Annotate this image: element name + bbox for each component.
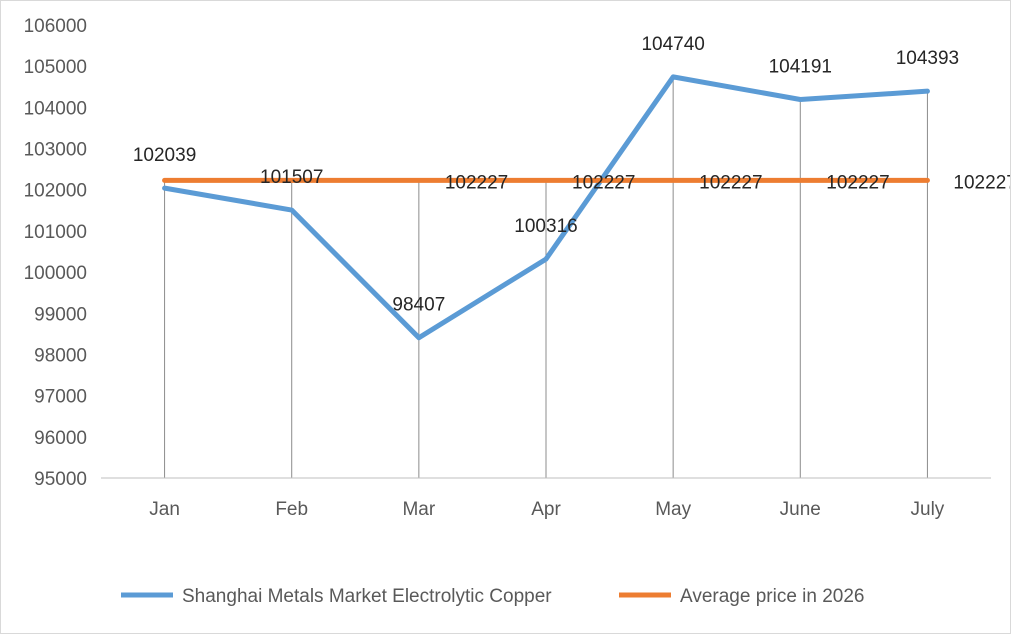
data-label-copper: 104393	[896, 48, 959, 69]
drop-lines	[164, 76, 928, 478]
y-tick-label: 106000	[24, 16, 87, 37]
series-line-copper	[162, 74, 930, 341]
x-tick-label: Jan	[149, 499, 180, 520]
y-tick-label: 97000	[34, 387, 87, 408]
data-label-copper: 102039	[133, 145, 196, 166]
legend: Shanghai Metals Market Electrolytic Copp…	[121, 586, 865, 607]
data-label-average: 102227	[699, 172, 762, 193]
x-tick-label: June	[780, 499, 821, 520]
x-tick-label: Feb	[275, 499, 308, 520]
y-tick-label: 98000	[34, 345, 87, 366]
legend-item-average: Average price in 2026	[619, 586, 865, 607]
x-tick-label: Mar	[402, 499, 435, 520]
data-label-average: 102227	[826, 172, 889, 193]
x-tick-label: May	[655, 499, 691, 520]
data-label-copper: 98407	[392, 295, 445, 316]
y-tick-label: 105000	[24, 57, 87, 78]
y-tick-label: 102000	[24, 181, 87, 202]
data-label-copper: 101507	[260, 167, 323, 188]
x-tick-label: July	[911, 499, 945, 520]
data-label-copper: 104191	[769, 56, 832, 77]
y-tick-label: 96000	[34, 428, 87, 449]
legend-label-average: Average price in 2026	[680, 586, 865, 607]
legend-label-copper: Shanghai Metals Market Electrolytic Copp…	[182, 586, 552, 607]
data-label-average: 102227	[445, 172, 508, 193]
data-labels: 102039 101507 98407 100316 104740 104191 10439…	[133, 34, 1011, 316]
y-tick-label: 99000	[34, 304, 87, 325]
y-axis-ticks: 95000 96000 97000 98000 99000 100000 101000 102…	[24, 16, 87, 490]
x-tick-label: Apr	[531, 499, 561, 520]
legend-item-copper: Shanghai Metals Market Electrolytic Copp…	[121, 586, 552, 607]
data-label-average: 102227	[572, 172, 635, 193]
y-tick-label: 100000	[24, 263, 87, 284]
data-label-average: 102227	[953, 172, 1010, 193]
y-tick-label: 103000	[24, 140, 87, 161]
series-lines	[162, 74, 930, 341]
data-label-copper: 100316	[514, 216, 577, 237]
y-tick-label: 104000	[24, 98, 87, 119]
y-tick-label: 95000	[34, 469, 87, 490]
x-axis-ticks: Jan Feb Mar Apr May June July	[149, 499, 945, 520]
y-tick-label: 101000	[24, 222, 87, 243]
data-label-copper: 104740	[641, 34, 704, 55]
